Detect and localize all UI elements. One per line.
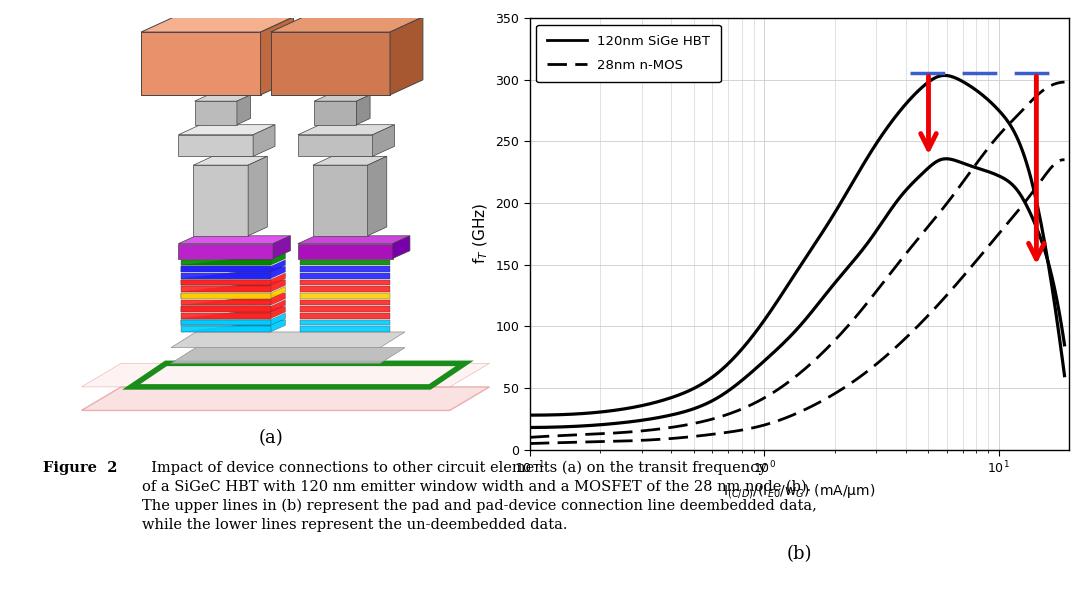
Polygon shape — [300, 260, 390, 266]
Polygon shape — [181, 313, 285, 325]
Polygon shape — [181, 300, 285, 312]
Polygon shape — [181, 273, 270, 279]
Polygon shape — [314, 95, 370, 101]
Polygon shape — [270, 32, 390, 95]
Polygon shape — [181, 280, 270, 285]
Polygon shape — [178, 243, 273, 258]
Polygon shape — [390, 17, 423, 95]
Polygon shape — [237, 95, 251, 125]
Text: (a): (a) — [258, 429, 283, 447]
Polygon shape — [194, 95, 251, 101]
Text: Impact of device connections to other circuit elements (a) on the transit freque: Impact of device connections to other ci… — [143, 460, 816, 532]
Polygon shape — [181, 286, 285, 298]
Polygon shape — [300, 286, 390, 292]
Polygon shape — [300, 313, 390, 319]
Polygon shape — [181, 293, 270, 298]
Text: Figure  2: Figure 2 — [42, 460, 117, 475]
Polygon shape — [313, 165, 367, 236]
Polygon shape — [178, 125, 275, 135]
Polygon shape — [194, 101, 237, 125]
Polygon shape — [81, 387, 489, 410]
Polygon shape — [181, 327, 270, 332]
Polygon shape — [181, 266, 270, 272]
Polygon shape — [300, 320, 390, 325]
Polygon shape — [273, 236, 291, 258]
Polygon shape — [181, 266, 285, 279]
Polygon shape — [260, 17, 294, 95]
Polygon shape — [181, 273, 285, 285]
Polygon shape — [181, 300, 270, 305]
Polygon shape — [298, 243, 392, 258]
X-axis label: I$_{(C/D)}$/(I$_{E0}$/w$_G$) (mA/μm): I$_{(C/D)}$/(I$_{E0}$/w$_G$) (mA/μm) — [724, 482, 876, 501]
Polygon shape — [248, 156, 267, 236]
Polygon shape — [171, 347, 405, 364]
Polygon shape — [193, 165, 248, 236]
Polygon shape — [181, 306, 270, 312]
Polygon shape — [356, 95, 370, 125]
Polygon shape — [181, 306, 285, 319]
Polygon shape — [300, 327, 390, 332]
Polygon shape — [373, 125, 394, 156]
Polygon shape — [181, 253, 285, 266]
Polygon shape — [178, 236, 291, 243]
Polygon shape — [253, 125, 275, 156]
Polygon shape — [314, 101, 356, 125]
Polygon shape — [367, 156, 387, 236]
Polygon shape — [181, 260, 270, 266]
Polygon shape — [300, 273, 390, 279]
Legend: 120nm SiGe HBT, 28nm n-MOS: 120nm SiGe HBT, 28nm n-MOS — [537, 25, 720, 82]
Polygon shape — [181, 320, 285, 332]
Polygon shape — [181, 293, 285, 305]
Polygon shape — [298, 125, 394, 135]
Polygon shape — [181, 313, 270, 319]
Polygon shape — [81, 364, 489, 387]
Polygon shape — [181, 260, 285, 272]
Polygon shape — [181, 320, 270, 325]
Text: (b): (b) — [786, 545, 812, 563]
Polygon shape — [141, 17, 294, 32]
Polygon shape — [313, 156, 387, 165]
Polygon shape — [298, 135, 373, 156]
Polygon shape — [141, 32, 260, 95]
Polygon shape — [300, 300, 390, 305]
Polygon shape — [181, 280, 285, 292]
Polygon shape — [300, 280, 390, 285]
Polygon shape — [392, 236, 410, 258]
Polygon shape — [300, 306, 390, 312]
Polygon shape — [178, 135, 253, 156]
Polygon shape — [181, 286, 270, 292]
Y-axis label: f$_T$ (GHz): f$_T$ (GHz) — [472, 203, 490, 264]
Polygon shape — [300, 293, 390, 298]
Polygon shape — [300, 266, 390, 272]
Polygon shape — [193, 156, 267, 165]
Polygon shape — [298, 236, 410, 243]
Polygon shape — [171, 332, 405, 347]
Polygon shape — [270, 17, 423, 32]
